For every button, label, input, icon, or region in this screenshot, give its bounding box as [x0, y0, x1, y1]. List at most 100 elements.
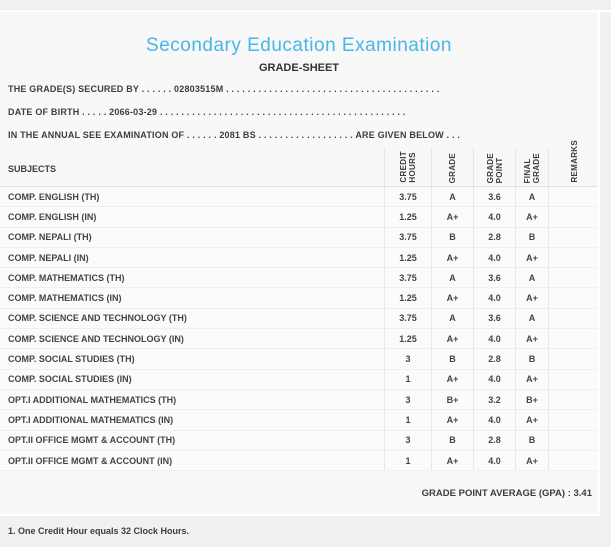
- subject-cell: OPT.I ADDITIONAL MATHEMATICS (TH): [8, 394, 177, 405]
- grade-secured-line: THE GRADE(S) SECURED BY . . . . . . 0280…: [8, 84, 440, 94]
- remarks-cell: [548, 247, 598, 268]
- grade-cell: A+: [431, 329, 473, 349]
- table-row: COMP. SCIENCE AND TECHNOLOGY (TH) 3.75 A 3.…: [0, 308, 598, 330]
- gpa-line: GRADE POINT AVERAGE (GPA) : 3.41: [0, 483, 598, 504]
- final-grade-rotated-label: FINAL GRADE: [523, 152, 541, 183]
- remarks-cell: [548, 288, 598, 308]
- grade-cell: A: [431, 268, 473, 288]
- remarks-cell: [548, 430, 598, 450]
- table-row: OPT.I ADDITIONAL MATHEMATICS (IN) 1 A+ 4.0 A…: [0, 410, 598, 431]
- remarks-cell: [548, 268, 598, 288]
- grade-point-cell: 3.6: [473, 187, 515, 207]
- credit-hours-cell: 1.25: [384, 288, 431, 308]
- subject-cell: COMP. SCIENCE AND TECHNOLOGY (TH): [8, 313, 187, 324]
- table-row: COMP. SOCIAL STUDIES (TH) 3 B 2.8 B: [0, 349, 598, 370]
- credit-hours-cell: 3.75: [384, 227, 431, 247]
- grade-cell: B: [431, 430, 473, 450]
- remarks-cell: [548, 369, 598, 389]
- table-row: COMP. MATHEMATICS (IN) 1.25 A+ 4.0 A+: [0, 288, 598, 309]
- credit-hours-cell: 1.25: [384, 207, 431, 227]
- final-grade-cell: A: [515, 308, 548, 329]
- final-grade-cell: A+: [515, 207, 548, 227]
- credit-hours-cell: 1: [384, 450, 431, 471]
- page-title: Secondary Education Examination: [146, 35, 452, 56]
- grade-cell: A+: [431, 247, 473, 268]
- subject-cell: COMP. SCIENCE AND TECHNOLOGY (IN): [8, 333, 184, 344]
- column-header-subjects: SUBJECTS: [8, 164, 57, 174]
- remarks-cell: [548, 329, 598, 349]
- table-row: OPT.I ADDITIONAL MATHEMATICS (TH) 3 B+ 3.2 B…: [0, 389, 598, 411]
- grade-cell: A: [431, 308, 473, 329]
- credit-hours-cell: 1.25: [384, 247, 431, 268]
- grade-point-cell: 2.8: [473, 430, 515, 450]
- grade-point-rotated-label: GRADE POINT: [485, 152, 504, 183]
- table-row: COMP. SOCIAL STUDIES (IN) 1 A+ 4.0 A+: [0, 369, 598, 390]
- table-row: COMP. NEPALI (TH) 3.75 B 2.8 B: [0, 227, 598, 248]
- table-row: COMP. NEPALI (IN) 1.25 A+ 4.0 A+: [0, 247, 598, 269]
- grade-point-cell: 2.8: [473, 227, 515, 247]
- table-row: COMP. ENGLISH (TH) 3.75 A 3.6 A: [0, 187, 598, 208]
- final-grade-cell: B: [515, 430, 548, 450]
- content-panel: Secondary Education Examination GRADE-SH…: [0, 12, 600, 516]
- table-body: COMP. ENGLISH (TH) 3.75 A 3.6 A COMP. ENGLISH…: [0, 187, 598, 472]
- credit-hours-cell: 1: [384, 410, 431, 430]
- grade-point-cell: 4.0: [473, 247, 515, 268]
- final-grade-cell: A+: [515, 247, 548, 268]
- page-subtitle: GRADE-SHEET: [258, 62, 340, 74]
- grade-cell: B+: [431, 389, 473, 410]
- grade-point-cell: 4.0: [473, 329, 515, 349]
- subject-cell: COMP. ENGLISH (TH): [8, 191, 100, 202]
- grade-cell: A+: [431, 410, 473, 430]
- final-grade-cell: A+: [515, 450, 548, 471]
- subject-cell: COMP. SOCIAL STUDIES (TH): [8, 354, 135, 365]
- table-row: COMP. SCIENCE AND TECHNOLOGY (IN) 1.25 A+ 4…: [0, 329, 598, 350]
- credit-hours-cell: 3.75: [384, 187, 431, 207]
- grade-cell: B: [431, 349, 473, 369]
- column-header-final-grade: FINAL GRADE: [515, 147, 548, 186]
- remarks-cell: [548, 227, 598, 247]
- table-header-row: SUBJECTS CREDIT HOURS GRADE GRADE POINT …: [0, 140, 598, 187]
- credit-hours-cell: 3.75: [384, 268, 431, 288]
- table-row: OPT.II OFFICE MGMT & ACCOUNT (TH) 3 B 2.8 B: [0, 430, 598, 451]
- remarks-cell: [548, 410, 598, 430]
- gpa-value: 3.41: [573, 488, 593, 500]
- final-grade-cell: A+: [515, 369, 548, 389]
- remarks-cell: [548, 349, 598, 369]
- column-header-grade-point: GRADE POINT: [473, 147, 515, 186]
- remarks-cell: [548, 389, 598, 410]
- grade-table: SUBJECTS CREDIT HOURS GRADE GRADE POINT …: [0, 140, 598, 472]
- subject-cell: OPT.I ADDITIONAL MATHEMATICS (IN): [8, 414, 174, 425]
- grade-point-cell: 3.6: [473, 308, 515, 329]
- gpa-label: GRADE POINT AVERAGE (GPA) :: [421, 488, 571, 500]
- grade-point-cell: 4.0: [473, 207, 515, 227]
- column-header-credit-hours: CREDIT HOURS: [384, 147, 431, 186]
- subject-cell: OPT.II OFFICE MGMT & ACCOUNT (IN): [8, 455, 173, 466]
- final-grade-cell: B: [515, 227, 548, 247]
- remarks-rotated-label: REMARKS: [570, 140, 579, 183]
- column-header-remarks: REMARKS: [548, 140, 598, 186]
- subject-cell: COMP. NEPALI (TH): [8, 232, 92, 243]
- grade-point-cell: 3.6: [473, 268, 515, 288]
- subject-cell: COMP. SOCIAL STUDIES (IN): [8, 374, 132, 385]
- remarks-cell: [548, 308, 598, 329]
- date-of-birth-line: DATE OF BIRTH . . . . . 2066-03-29 . . .…: [8, 107, 406, 117]
- grade-point-cell: 4.0: [473, 410, 515, 430]
- top-divider: [0, 10, 611, 12]
- info-block: THE GRADE(S) SECURED BY . . . . . . 0280…: [0, 78, 598, 147]
- grade-cell: A+: [431, 207, 473, 227]
- final-grade-cell: B+: [515, 389, 548, 410]
- grade-cell: A+: [431, 450, 473, 471]
- final-grade-cell: A+: [515, 329, 548, 349]
- credit-hours-cell: 1.25: [384, 329, 431, 349]
- final-grade-cell: A+: [515, 288, 548, 308]
- subject-cell: COMP. MATHEMATICS (IN): [8, 293, 122, 304]
- grade-point-cell: 4.0: [473, 288, 515, 308]
- footnote: 1. One Credit Hour equals 32 Clock Hours…: [8, 526, 190, 536]
- grade-cell: A: [431, 187, 473, 207]
- credit-hours-cell: 3.75: [384, 308, 431, 329]
- subject-cell: COMP. NEPALI (IN): [8, 252, 89, 263]
- grade-cell: B: [431, 227, 473, 247]
- subject-cell: COMP. ENGLISH (IN): [8, 211, 97, 222]
- final-grade-cell: A: [515, 268, 548, 288]
